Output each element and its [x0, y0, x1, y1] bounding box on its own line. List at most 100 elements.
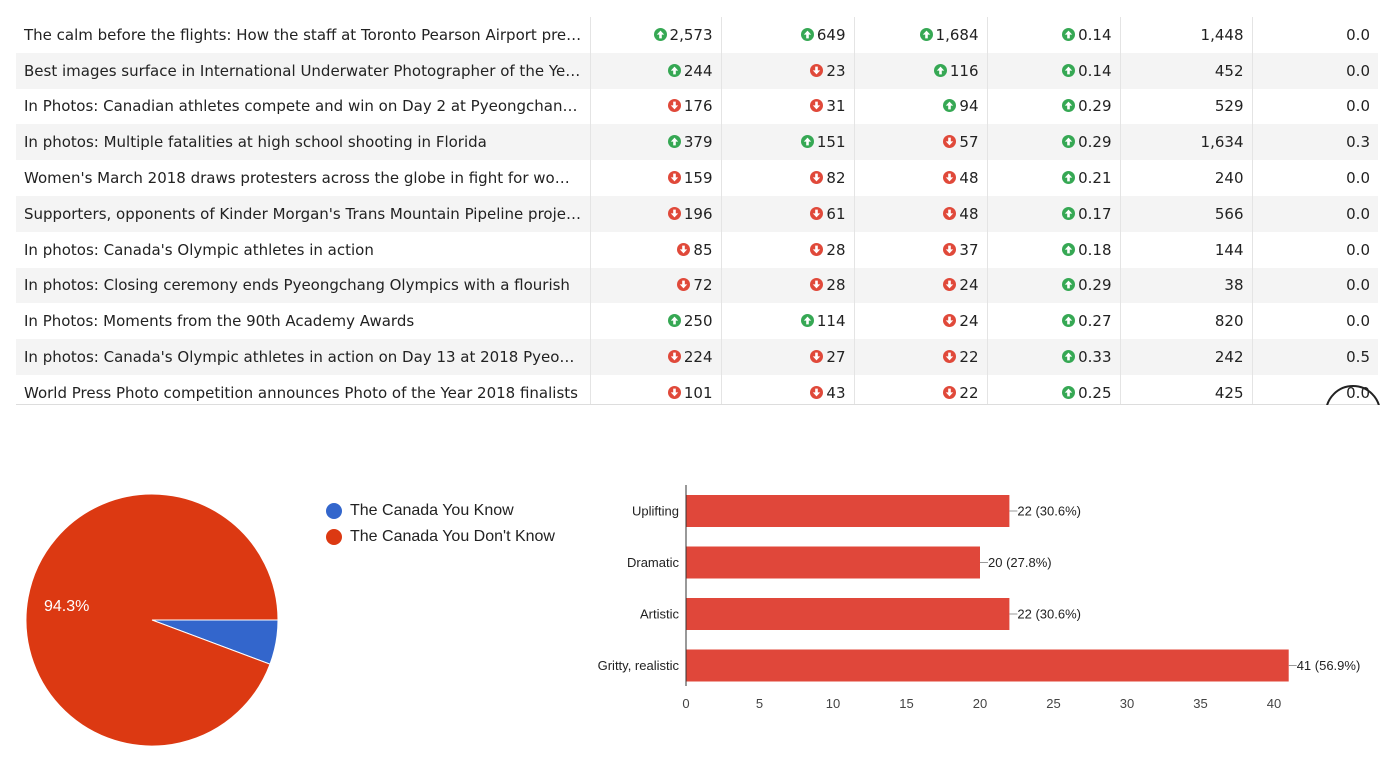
- legend-label: The Canada You Know: [350, 502, 514, 519]
- loading-spinner: [1325, 385, 1381, 441]
- article-title[interactable]: In Photos: Moments from the 90th Academy…: [16, 303, 591, 340]
- article-title[interactable]: In photos: Canada's Olympic athletes in …: [16, 339, 591, 375]
- table-row[interactable]: Best images surface in International Und…: [16, 52, 1378, 89]
- arrow-up-icon: [1062, 350, 1076, 364]
- metric-value: 114: [816, 312, 846, 331]
- table-row[interactable]: Women's March 2018 draws protesters acro…: [16, 160, 1378, 196]
- metric-value: 0.3: [1252, 124, 1378, 161]
- metric-value: 82: [826, 169, 846, 188]
- metric-cell: 22: [854, 339, 988, 375]
- table-row[interactable]: World Press Photo competition announces …: [16, 374, 1378, 404]
- metric-value: 22: [959, 383, 979, 402]
- metric-value: 0.27: [1078, 312, 1112, 331]
- arrow-up-icon: [933, 63, 947, 77]
- metric-value: 37: [959, 240, 979, 259]
- arrow-up-icon: [667, 63, 681, 77]
- arrow-down-icon: [667, 171, 681, 185]
- metric-value: 196: [683, 204, 713, 223]
- metric-cell: 72: [590, 267, 722, 304]
- metric-cell: 250: [590, 303, 722, 340]
- arrow-up-icon: [919, 27, 933, 41]
- arrow-up-icon: [1062, 63, 1076, 77]
- arrow-down-icon: [943, 135, 957, 149]
- metric-cell: 48: [854, 160, 988, 196]
- metric-value: 22: [959, 348, 979, 367]
- arrow-down-icon: [810, 350, 824, 364]
- arrow-down-icon: [810, 63, 824, 77]
- arrow-up-icon: [1062, 278, 1076, 292]
- table-row[interactable]: Supporters, opponents of Kinder Morgan's…: [16, 195, 1378, 232]
- table-divider: [16, 404, 1378, 405]
- x-tick-label: 35: [1193, 696, 1207, 711]
- x-tick-label: 0: [682, 696, 689, 711]
- metric-value: 176: [683, 97, 713, 116]
- table-row[interactable]: In photos: Closing ceremony ends Pyeongc…: [16, 267, 1378, 304]
- article-title[interactable]: Best images surface in International Und…: [16, 52, 591, 89]
- category-label: Uplifting: [632, 504, 679, 519]
- metric-value: 0.0: [1346, 25, 1370, 44]
- metric-value: 85: [693, 240, 713, 259]
- arrow-up-icon: [1062, 27, 1076, 41]
- metric-cell: 37: [854, 231, 988, 268]
- metric-value: 0.0: [1346, 240, 1370, 259]
- metric-value: 0.29: [1078, 276, 1112, 295]
- metric-value: 48: [959, 169, 979, 188]
- table-row[interactable]: In Photos: Canadian athletes compete and…: [16, 88, 1378, 125]
- category-label: Gritty, realistic: [598, 658, 680, 673]
- article-title[interactable]: Women's March 2018 draws protesters acro…: [16, 160, 591, 196]
- table-row[interactable]: In photos: Multiple fatalities at high s…: [16, 124, 1378, 161]
- metric-value: 0.0: [1346, 312, 1370, 331]
- metric-value: 0.14: [1078, 61, 1112, 80]
- table-row[interactable]: In Photos: Moments from the 90th Academy…: [16, 303, 1378, 340]
- article-title[interactable]: The calm before the flights: How the sta…: [16, 17, 591, 53]
- article-title[interactable]: World Press Photo competition announces …: [16, 374, 591, 404]
- metric-cell: 85: [590, 231, 722, 268]
- metric-cell: 0.14: [987, 52, 1121, 89]
- x-tick-label: 5: [756, 696, 763, 711]
- article-title[interactable]: Supporters, opponents of Kinder Morgan's…: [16, 195, 591, 232]
- table-row[interactable]: The calm before the flights: How the sta…: [16, 17, 1378, 53]
- metric-value: 2,573: [669, 25, 713, 44]
- pie-slice-label: 94.3%: [44, 598, 89, 615]
- bar: [686, 649, 1289, 682]
- table-row[interactable]: In photos: Canada's Olympic athletes in …: [16, 339, 1378, 375]
- arrow-up-icon: [1062, 385, 1076, 399]
- metric-value: 38: [1120, 267, 1253, 304]
- arrow-down-icon: [667, 385, 681, 399]
- article-title[interactable]: In Photos: Canadian athletes compete and…: [16, 88, 591, 125]
- arrow-down-icon: [943, 242, 957, 256]
- metric-value: 0.14: [1078, 25, 1112, 44]
- metric-value: 0.33: [1078, 348, 1112, 367]
- metric-cell: 94: [854, 88, 988, 125]
- metric-cell: 57: [854, 124, 988, 161]
- arrow-down-icon: [810, 242, 824, 256]
- metric-cell: 0.29: [987, 124, 1121, 161]
- arrow-down-icon: [943, 385, 957, 399]
- metric-value: 0.0: [1252, 52, 1378, 89]
- arrow-down-icon: [810, 385, 824, 399]
- metric-cell: 224: [590, 339, 722, 375]
- arrow-down-icon: [943, 171, 957, 185]
- arrow-up-icon: [1062, 171, 1076, 185]
- article-title[interactable]: In photos: Multiple fatalities at high s…: [16, 124, 591, 161]
- article-title[interactable]: In photos: Canada's Olympic athletes in …: [16, 231, 591, 268]
- arrow-up-icon: [653, 27, 667, 41]
- metric-value: 0.29: [1078, 133, 1112, 152]
- table-row[interactable]: In photos: Canada's Olympic athletes in …: [16, 231, 1378, 268]
- metric-value: 144: [1120, 231, 1253, 268]
- legend-item-know: The Canada You Know: [326, 498, 555, 524]
- pie-chart: 94.3%: [25, 493, 279, 747]
- metric-value: 48: [959, 204, 979, 223]
- metric-cell: 2,573: [590, 17, 722, 53]
- metric-value: 0.0: [1346, 169, 1370, 188]
- data-label: 22 (30.6%): [1017, 607, 1081, 622]
- metric-value: 24: [959, 312, 979, 331]
- bar-chart: Uplifting 22 (30.6%) Dramatic 20 (27.8%) Art…: [598, 485, 1360, 711]
- metric-value: 0.5: [1252, 339, 1378, 375]
- article-title[interactable]: In photos: Closing ceremony ends Pyeongc…: [16, 267, 591, 304]
- arrow-up-icon: [800, 135, 814, 149]
- metric-value: 28: [826, 240, 846, 259]
- metric-cell: 379: [590, 124, 722, 161]
- metric-value: 0.29: [1078, 97, 1112, 116]
- x-tick-label: 10: [826, 696, 840, 711]
